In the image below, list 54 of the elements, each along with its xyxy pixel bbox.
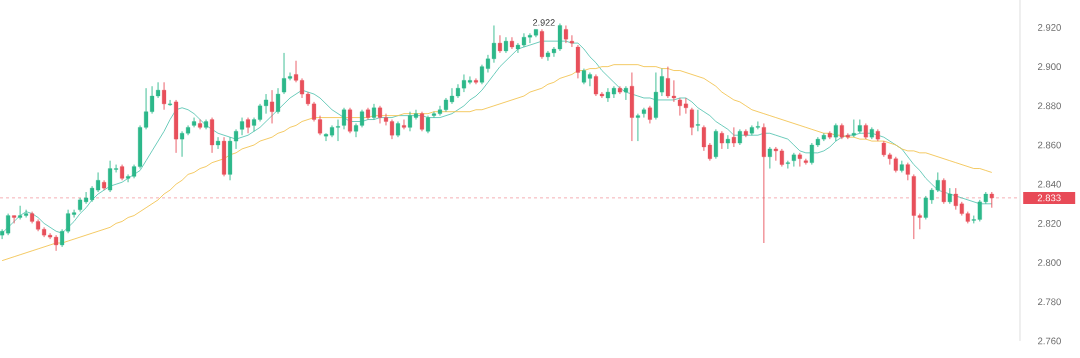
candlestick — [425, 115, 431, 134]
candlestick — [635, 113, 640, 142]
candlestick — [401, 119, 407, 130]
y-tick-label: 2.820 — [1037, 220, 1061, 227]
candlestick — [473, 77, 479, 85]
candlestick — [497, 34, 503, 54]
y-tick-label: 2.780 — [1037, 298, 1061, 306]
candlestick — [365, 107, 371, 120]
annotation: 2.922 — [533, 19, 555, 26]
candlestick — [161, 81, 167, 111]
candlestick — [269, 89, 275, 124]
candlestick — [341, 107, 347, 130]
candlestick — [575, 44, 580, 79]
ref-line-label: 2.833 — [1037, 194, 1061, 202]
candlestick — [569, 34, 575, 48]
candlestick — [203, 119, 209, 130]
y-tick-label: 2.900 — [1037, 63, 1061, 70]
candlestick — [239, 117, 245, 136]
candlestick — [875, 128, 880, 142]
candlestick — [509, 36, 515, 50]
y-tick-label: 2.860 — [1037, 141, 1061, 149]
candlestick — [347, 107, 353, 134]
candlestick — [275, 87, 281, 115]
candlestick — [863, 123, 868, 140]
candlestick — [245, 117, 251, 134]
candlestick — [899, 160, 904, 173]
candlestick — [167, 99, 173, 107]
candlestick — [563, 25, 569, 44]
y-tick-label: 2.840 — [1037, 180, 1061, 188]
candlestick — [539, 28, 545, 60]
candlestick — [191, 117, 197, 128]
candlestick — [869, 126, 874, 140]
candlestick — [905, 162, 910, 181]
candlestick — [503, 36, 509, 54]
y-tick-label: 2.760 — [1037, 337, 1061, 345]
candlestick — [197, 119, 203, 130]
candlestick — [851, 119, 856, 138]
candlestick — [785, 160, 790, 169]
candlestick — [209, 117, 215, 154]
y-tick-label: 2.800 — [1037, 259, 1061, 266]
candlestick — [371, 103, 377, 120]
candlestick — [215, 136, 221, 150]
candlestick — [12, 215, 17, 224]
candlestick — [857, 119, 862, 134]
candlestick — [221, 136, 227, 177]
candlestick — [725, 134, 730, 150]
candlestick — [395, 121, 401, 138]
candlestick — [173, 99, 179, 154]
candlestick — [419, 111, 425, 132]
candlestick — [947, 187, 952, 205]
candlestick — [695, 109, 700, 132]
y-tick-label: 2.880 — [1037, 102, 1061, 110]
candlestick — [803, 158, 808, 166]
y-tick-label: 2.920 — [1037, 24, 1061, 31]
